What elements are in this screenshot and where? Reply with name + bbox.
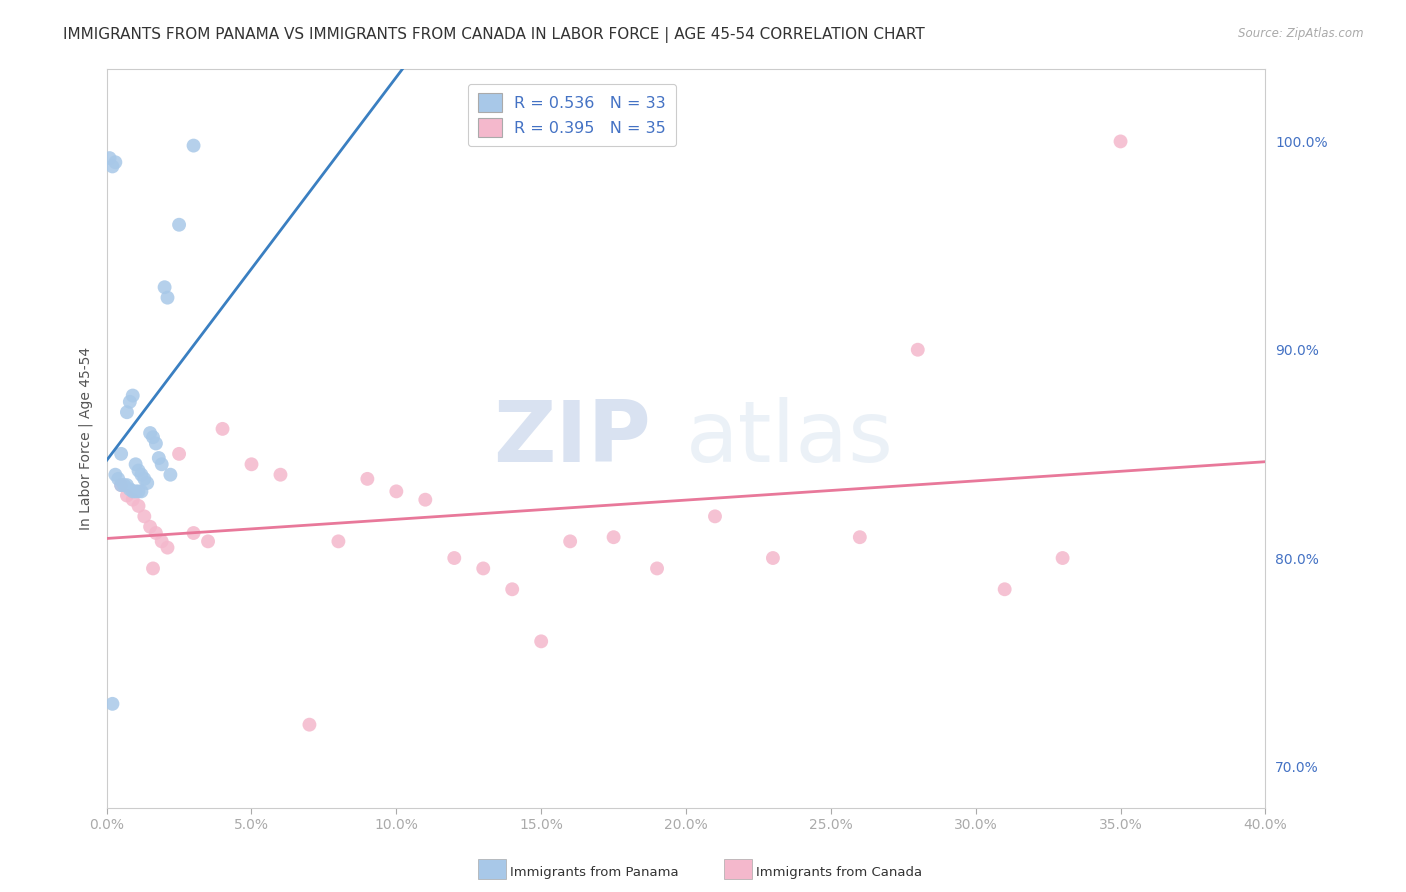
Point: [110, 478, 132, 492]
Point: [413, 492, 436, 507]
Point: [134, 509, 156, 524]
Point: [121, 388, 143, 402]
Point: [128, 499, 150, 513]
Text: ZIP: ZIP: [494, 397, 651, 480]
Point: [115, 489, 138, 503]
Point: [159, 467, 181, 482]
Point: [115, 405, 138, 419]
Point: [183, 526, 205, 541]
Legend: R = 0.536   N = 33, R = 0.395   N = 35: R = 0.536 N = 33, R = 0.395 N = 35: [468, 84, 676, 146]
Text: IMMIGRANTS FROM PANAMA VS IMMIGRANTS FROM CANADA IN LABOR FORCE | AGE 45-54 CORR: IMMIGRANTS FROM PANAMA VS IMMIGRANTS FRO…: [63, 27, 925, 43]
Point: [1109, 135, 1132, 149]
Point: [145, 526, 167, 541]
Point: [1052, 551, 1074, 566]
Point: [121, 484, 143, 499]
Point: [762, 551, 785, 566]
Point: [110, 447, 132, 461]
Point: [128, 484, 150, 499]
Point: [443, 551, 465, 566]
Point: [128, 464, 150, 478]
Point: [150, 458, 173, 472]
Text: Immigrants from Canada: Immigrants from Canada: [756, 865, 922, 879]
Point: [148, 450, 170, 465]
Point: [269, 467, 291, 482]
Point: [139, 520, 162, 534]
Point: [110, 478, 132, 492]
Point: [107, 472, 129, 486]
Point: [472, 561, 495, 575]
Point: [115, 478, 138, 492]
Point: [356, 472, 378, 486]
Point: [118, 483, 141, 497]
Point: [328, 534, 350, 549]
Point: [298, 717, 321, 731]
Point: [167, 447, 190, 461]
Point: [211, 422, 233, 436]
Point: [167, 218, 190, 232]
Point: [118, 394, 141, 409]
Point: [98, 151, 121, 165]
Point: [121, 492, 143, 507]
Point: [602, 530, 624, 544]
Point: [240, 458, 263, 472]
Point: [560, 534, 582, 549]
Point: [142, 561, 165, 575]
Point: [156, 541, 179, 555]
Y-axis label: In Labor Force | Age 45-54: In Labor Force | Age 45-54: [79, 347, 93, 530]
Point: [153, 280, 176, 294]
Point: [101, 697, 124, 711]
Point: [145, 436, 167, 450]
Point: [131, 467, 153, 482]
Point: [197, 534, 219, 549]
Point: [704, 509, 727, 524]
Point: [142, 430, 165, 444]
Point: [134, 472, 156, 486]
Point: [849, 530, 872, 544]
Text: atlas: atlas: [686, 397, 894, 480]
Point: [150, 534, 173, 549]
Point: [530, 634, 553, 648]
Point: [907, 343, 929, 357]
Point: [183, 138, 205, 153]
Point: [112, 478, 135, 492]
Point: [124, 458, 146, 472]
Point: [994, 582, 1017, 597]
Point: [385, 484, 408, 499]
Point: [124, 484, 146, 499]
Point: [645, 561, 668, 575]
Text: Immigrants from Panama: Immigrants from Panama: [510, 865, 679, 879]
Point: [501, 582, 523, 597]
Text: Source: ZipAtlas.com: Source: ZipAtlas.com: [1239, 27, 1364, 40]
Point: [101, 160, 124, 174]
Point: [136, 476, 159, 491]
Point: [139, 425, 162, 440]
Point: [104, 467, 127, 482]
Point: [104, 155, 127, 169]
Point: [156, 291, 179, 305]
Point: [131, 484, 153, 499]
